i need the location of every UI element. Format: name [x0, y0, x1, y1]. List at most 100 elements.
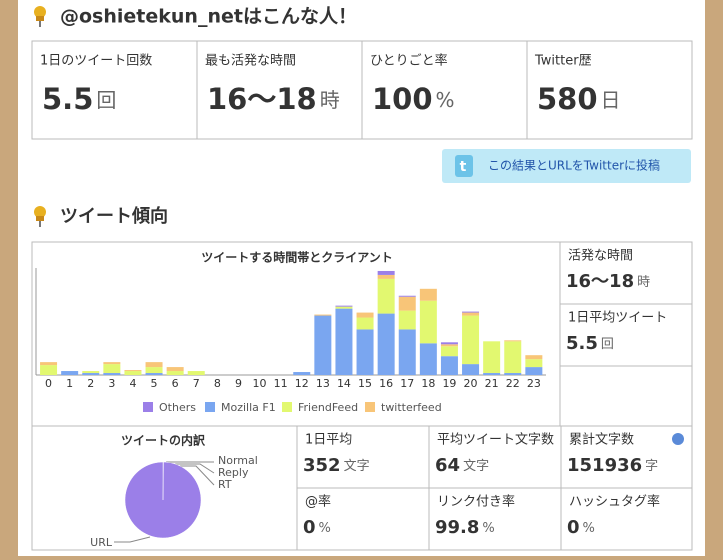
stat-value: 100 [372, 82, 433, 116]
bar-segment [167, 367, 184, 371]
bar-segment [103, 362, 120, 364]
x-tick-label: 3 [108, 377, 115, 390]
x-tick-label: 1 [66, 377, 73, 390]
x-tick-label: 23 [527, 377, 541, 390]
bar-segment [483, 341, 500, 373]
stat-value: 151936 [567, 455, 642, 476]
x-tick-label: 9 [235, 377, 242, 390]
bar-segment [124, 371, 141, 375]
legend-swatch [365, 402, 375, 412]
bar-segment [378, 275, 395, 279]
pie-slice [125, 462, 201, 538]
bar-segment [378, 279, 395, 314]
stat-label: Twitter歴 [534, 54, 592, 69]
page-title: @oshietekun_netはこんな人！ [60, 6, 357, 28]
bar-segment [61, 371, 78, 375]
bar-segment [146, 367, 163, 373]
bar-segment [462, 312, 479, 313]
bar-segment [483, 373, 500, 375]
share-button-label[interactable]: この結果とURLをTwitterに投稿 [488, 158, 660, 173]
stat-value: 352 [303, 455, 341, 476]
x-tick-label: 14 [337, 377, 351, 390]
stat-label: ハッシュタグ率 [569, 494, 660, 510]
bar-segment [420, 301, 437, 344]
stat-label: 1日平均 [305, 433, 352, 448]
bar-segment [525, 355, 542, 359]
stat-label: 累計文字数 [569, 432, 634, 448]
bar-segment [357, 313, 374, 318]
bar-segment [82, 373, 99, 375]
stat-value: 5.5 [566, 333, 598, 354]
legend-swatch [282, 402, 292, 412]
stat-value: 0 [303, 517, 316, 538]
x-tick-label: 6 [172, 377, 179, 390]
bar-segment [378, 271, 395, 275]
x-tick-label: 12 [295, 377, 309, 390]
bar-segment [124, 370, 141, 371]
stat-value: 580 [537, 82, 598, 116]
bar-segment [378, 314, 395, 375]
pie-chart-title: ツイートの内訳 [121, 433, 206, 448]
legend-label: FriendFeed [298, 401, 358, 414]
x-tick-label: 8 [214, 377, 221, 390]
stat-value: 16〜18 [566, 271, 634, 292]
x-tick-label: 0 [45, 377, 52, 390]
bar-segment [462, 316, 479, 365]
stat-label: 1日平均ツイート [568, 311, 667, 326]
legend-swatch [205, 402, 215, 412]
legend-label: Others [159, 401, 196, 414]
x-tick-label: 15 [358, 377, 372, 390]
bar-segment [399, 297, 416, 311]
x-tick-label: 17 [400, 377, 414, 390]
bar-segment [314, 316, 331, 375]
stat-unit: % [319, 521, 331, 536]
bar-segment [399, 311, 416, 330]
help-icon[interactable] [672, 433, 684, 445]
x-tick-label: 20 [464, 377, 478, 390]
bar-segment [103, 364, 120, 373]
twitter-icon-letter: t [460, 159, 467, 175]
legend-label: twitterfeed [381, 401, 442, 414]
section-title: ツイート傾向 [60, 205, 168, 227]
legend-swatch [143, 402, 153, 412]
bar-segment [293, 372, 310, 375]
stat-unit: 時 [637, 275, 650, 290]
bar-segment [335, 306, 352, 307]
bar-segment [82, 371, 99, 373]
bar-segment [441, 346, 458, 356]
bar-segment [335, 309, 352, 375]
bar-segment [462, 364, 479, 375]
bar-segment [146, 373, 163, 375]
x-tick-label: 2 [87, 377, 94, 390]
stat-unit: 時 [320, 88, 340, 112]
bar-segment [314, 315, 331, 316]
stat-unit: 回 [601, 337, 614, 352]
bar-segment [504, 340, 521, 341]
x-tick-label: 19 [442, 377, 456, 390]
bar-segment [504, 341, 521, 373]
x-tick-label: 13 [316, 377, 330, 390]
stat-unit: % [436, 88, 455, 112]
bar-segment [504, 373, 521, 375]
x-tick-label: 4 [129, 377, 136, 390]
bar-segment [441, 342, 458, 344]
bar-segment [40, 362, 57, 365]
x-tick-label: 7 [193, 377, 200, 390]
legend-label: Mozilla F1 [221, 401, 276, 414]
stat-unit: 文字 [463, 459, 489, 474]
bar-chart-title: ツイートする時間帯とクライアント [201, 250, 393, 265]
stat-label: 1日のツイート回数 [40, 54, 152, 69]
x-tick-label: 22 [506, 377, 520, 390]
x-tick-label: 11 [274, 377, 288, 390]
bar-segment [357, 318, 374, 330]
bar-segment [335, 307, 352, 309]
stat-value-line: 100% [372, 82, 455, 116]
stat-label: @率 [305, 494, 331, 510]
bar-segment [420, 343, 437, 375]
